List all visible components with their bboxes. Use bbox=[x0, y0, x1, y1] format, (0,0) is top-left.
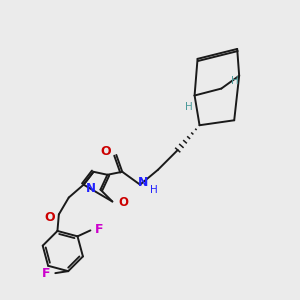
Text: F: F bbox=[95, 223, 104, 236]
Text: H: H bbox=[150, 184, 158, 195]
Text: H: H bbox=[185, 102, 193, 112]
Text: O: O bbox=[101, 146, 111, 158]
Text: F: F bbox=[42, 267, 50, 280]
Text: O: O bbox=[118, 196, 128, 209]
Text: H: H bbox=[231, 76, 239, 85]
Text: O: O bbox=[44, 211, 55, 224]
Text: N: N bbox=[85, 182, 95, 195]
Text: N: N bbox=[138, 176, 148, 189]
